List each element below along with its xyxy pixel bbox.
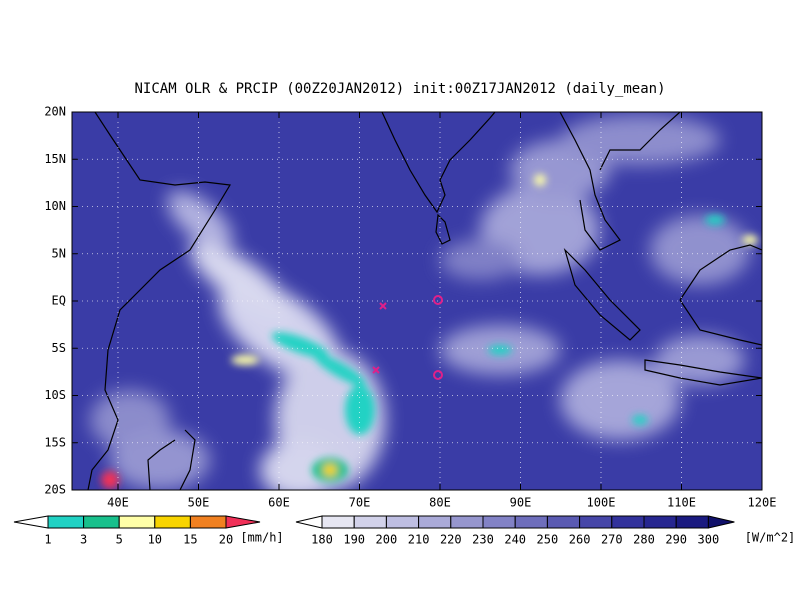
lat-tick-label: 5N: [52, 246, 66, 260]
lat-tick-label: 5S: [52, 341, 66, 355]
colorbar-label: 220: [440, 533, 462, 547]
colorbar-label: 190: [343, 533, 365, 547]
precip-cells: [101, 174, 758, 489]
colorbar-segment: [385, 515, 420, 529]
lat-tick-label: EQ: [52, 294, 66, 308]
colorbar-over: [225, 515, 261, 529]
colorbar-label: 250: [537, 533, 559, 547]
colorbar-label: 15: [183, 533, 197, 547]
lat-tick-label: 15N: [44, 152, 66, 166]
colorbar-segment: [579, 515, 613, 529]
colorbar-label: 230: [472, 533, 494, 547]
lat-tick-label: 20N: [44, 105, 66, 119]
colorbar-label: 200: [376, 533, 398, 547]
colorbar-segment: [353, 515, 387, 529]
lon-tick-label: 100E: [587, 496, 616, 510]
lon-tick-label: 60E: [268, 496, 290, 510]
colorbar-segment: [418, 515, 452, 529]
colorbar-label: 1: [44, 533, 51, 547]
graticule: [72, 112, 762, 490]
colorbar-segment: [611, 515, 645, 529]
colorbar-unit: [mm/h]: [240, 531, 283, 545]
colorbar-segment: [321, 515, 355, 529]
axis-ticks: 20N 15N 10N 5N EQ 5S 10S 15S 20S 40E 50E 60E 70E 80E 9…: [44, 105, 776, 510]
colorbar-label: 290: [665, 533, 687, 547]
colorbar-label: 260: [569, 533, 591, 547]
colorbar-segment: [450, 515, 484, 529]
colorbar-segment: [675, 515, 709, 529]
lon-tick-label: 120E: [748, 496, 777, 510]
colorbar-under: [13, 515, 49, 529]
colorbar-label: 300: [698, 533, 720, 547]
lon-tick-label: 90E: [510, 496, 532, 510]
lon-tick-label: 110E: [667, 496, 696, 510]
colorbar-segment: [47, 515, 85, 529]
colorbar-under: [295, 515, 323, 529]
colorbar-segment: [643, 515, 677, 529]
colorbar-segment: [482, 515, 516, 529]
lon-tick-label: 70E: [349, 496, 371, 510]
cloud-field: [90, 115, 750, 490]
colorbar-label: 20: [219, 533, 233, 547]
lat-tick-label: 15S: [44, 435, 66, 449]
lon-tick-label: 80E: [429, 496, 451, 510]
colorbar-segment: [546, 515, 581, 529]
markers: [372, 295, 443, 380]
colorbar-segment: [514, 515, 548, 529]
lat-tick-label: 10S: [44, 388, 66, 402]
lon-tick-label: 50E: [188, 496, 210, 510]
colorbar-unit: [W/m^2]: [745, 531, 796, 545]
colorbar-label: 5: [116, 533, 123, 547]
colorbars: 1 3 5 10 15 20 [mm/h] 180 190 200 210 220 230 240 250 2…: [13, 515, 796, 547]
colorbar-label: 240: [504, 533, 526, 547]
map-field: [72, 112, 762, 490]
lat-tick-label: 10N: [44, 199, 66, 213]
colorbar-segment: [154, 515, 191, 529]
colorbar-label: 210: [408, 533, 430, 547]
colorbar-label: 180: [311, 533, 333, 547]
colorbar-label: 3: [80, 533, 87, 547]
colorbar-segment: [118, 515, 156, 529]
map-title: NICAM OLR & PRCIP (00Z20JAN2012) init:00…: [134, 81, 665, 97]
colorbar-over: [707, 515, 735, 529]
lat-tick-label: 20S: [44, 483, 66, 497]
lon-tick-label: 40E: [107, 496, 129, 510]
colorbar-segment: [189, 515, 227, 529]
colorbar-label: 10: [148, 533, 162, 547]
colorbar-label: 270: [601, 533, 623, 547]
colorbar-label: 280: [633, 533, 655, 547]
coastlines: [87, 112, 762, 490]
colorbar-segment: [83, 515, 120, 529]
